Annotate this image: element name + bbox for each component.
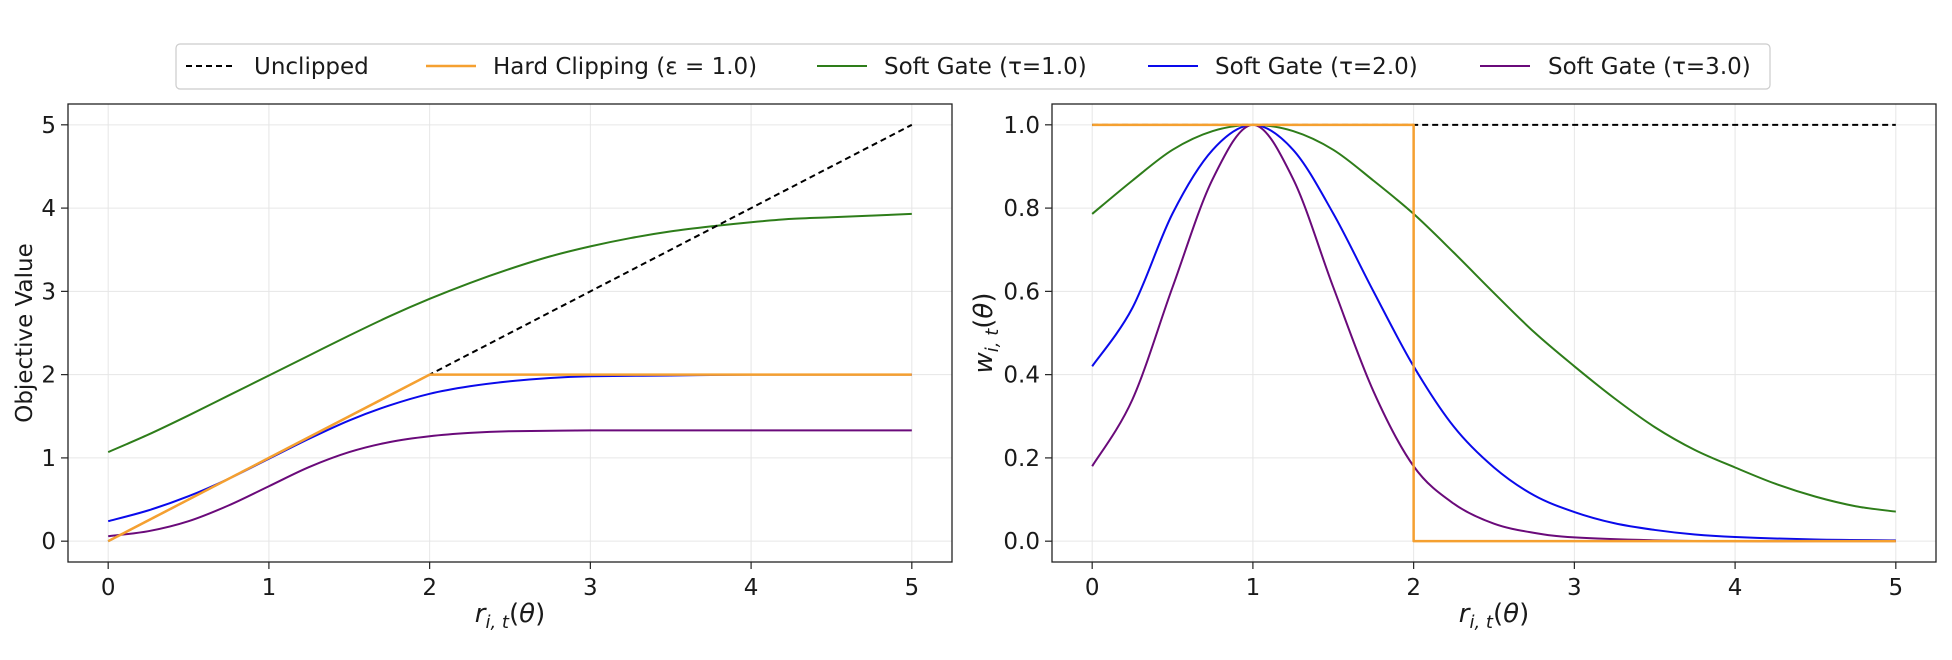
legend: Unclipped Hard Clipping (ε = 1.0) Soft G… [175, 43, 1771, 90]
left-series-soft-gate-3-0 [108, 429, 912, 538]
left-x-tick-label: 1 [262, 575, 277, 601]
right-y-tick-label: 0.4 [1003, 363, 1040, 389]
legend-frame [175, 43, 1771, 90]
right-plot-background [1052, 104, 1936, 562]
left-y-tick-label: 3 [41, 279, 56, 305]
left-axes-frame [67, 103, 953, 563]
right-x-tick-label: 5 [1888, 575, 1903, 601]
legend-entry-soft-gate-tau2: Soft Gate (τ=2.0) [1148, 54, 1418, 80]
left-x-tick-label: 4 [744, 575, 759, 601]
left-y-tick-label: 4 [41, 196, 56, 222]
right-x-tick-label: 1 [1246, 575, 1261, 601]
legend-entry-unclipped: Unclipped [186, 54, 369, 80]
left-gridlines [68, 104, 952, 562]
legend-label-hard-clipping: Hard Clipping (ε = 1.0) [493, 54, 757, 80]
right-x-tick-label: 4 [1728, 575, 1743, 601]
right-series-soft-gate-2-0 [1091, 123, 1896, 542]
right-x-tick-label: 2 [1406, 575, 1421, 601]
legend-entry-soft-gate-tau1: Soft Gate (τ=1.0) [817, 54, 1087, 80]
right-y-tick-label: 0.8 [1003, 196, 1040, 222]
left-series [107, 123, 913, 543]
right-panel: 0 1 2 3 4 5 0.0 0.2 0.4 0.6 0.8 1.0 ri, t(θ) wi, t(… [969, 103, 1937, 633]
left-panel: 0 1 2 3 4 5 0 1 2 3 4 5 ri, t(θ) Objective Value [12, 103, 953, 633]
left-y-tick-label: 5 [41, 113, 56, 139]
legend-label-unclipped: Unclipped [254, 54, 369, 80]
left-series-hard-clipping-1-0 [107, 373, 912, 543]
right-y-tick-label: 0.6 [1003, 279, 1040, 305]
left-ticks: 0 1 2 3 4 5 0 1 2 3 4 5 [41, 113, 919, 601]
right-x-axis-label: ri, t(θ) [1459, 599, 1529, 633]
right-x-tick-label: 0 [1085, 575, 1100, 601]
left-x-tick-label: 3 [583, 575, 598, 601]
left-series-soft-gate-1-0 [107, 212, 912, 453]
right-y-tick-label: 0.0 [1003, 529, 1040, 555]
right-x-tick-label: 3 [1567, 575, 1582, 601]
right-y-tick-label: 1.0 [1003, 113, 1040, 139]
right-series [1091, 123, 1896, 543]
left-x-tick-label: 0 [101, 575, 116, 601]
legend-label-soft-gate-tau2: Soft Gate (τ=2.0) [1215, 54, 1418, 80]
right-y-axis-label: wi, t(θ) [969, 292, 1003, 373]
left-y-tick-label: 1 [41, 446, 56, 472]
left-x-tick-label: 2 [422, 575, 437, 601]
right-y-tick-label: 0.2 [1003, 446, 1040, 472]
legend-label-soft-gate-tau3: Soft Gate (τ=3.0) [1548, 54, 1751, 80]
legend-entry-soft-gate-tau3: Soft Gate (τ=3.0) [1480, 54, 1751, 80]
legend-label-soft-gate-tau1: Soft Gate (τ=1.0) [884, 54, 1087, 80]
right-axes-frame [1051, 103, 1937, 563]
right-ticks: 0 1 2 3 4 5 0.0 0.2 0.4 0.6 0.8 1.0 [1003, 113, 1903, 601]
left-x-axis-label: ri, t(θ) [475, 599, 545, 633]
right-series-soft-gate-1-0 [1091, 123, 1896, 513]
left-y-axis-label: Objective Value [12, 243, 38, 423]
left-x-tick-label: 5 [904, 575, 919, 601]
left-y-tick-label: 2 [41, 363, 56, 389]
left-y-tick-label: 0 [41, 529, 56, 555]
legend-entry-hard-clipping: Hard Clipping (ε = 1.0) [426, 54, 757, 80]
right-series-hard-clipping-1-0 [1092, 123, 1896, 543]
